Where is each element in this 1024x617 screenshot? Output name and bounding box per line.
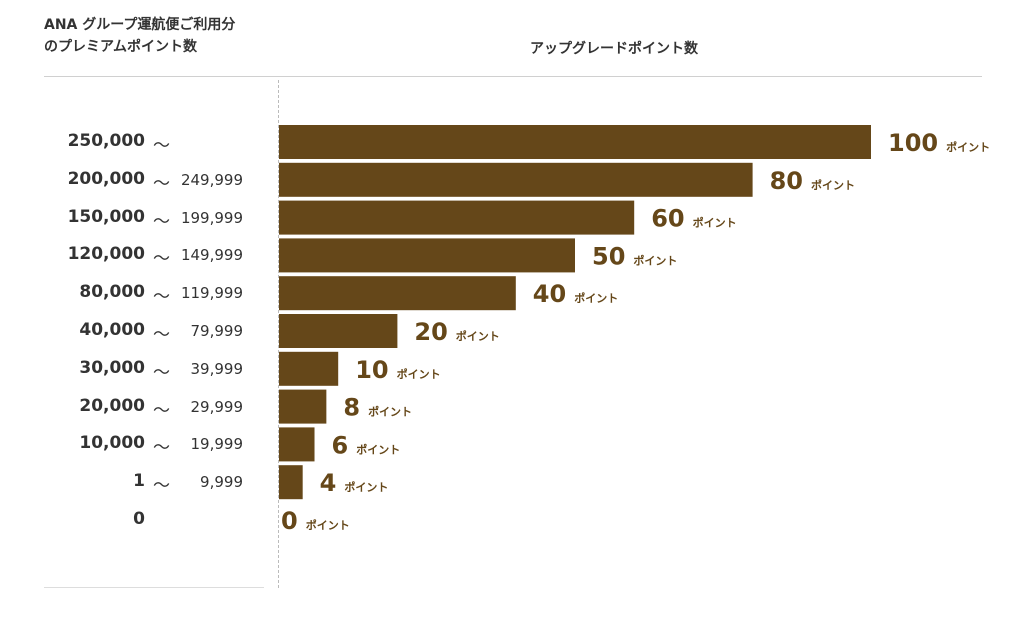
data-label-unit: ポイント xyxy=(344,480,388,494)
data-label: 8 ポイント xyxy=(343,394,412,422)
bar xyxy=(279,276,516,311)
data-label-value: 10 xyxy=(355,356,388,384)
category-label: 30,000 ～ 39,999 xyxy=(0,354,1024,384)
data-label-unit: ポイント xyxy=(693,216,737,230)
data-label-value: 40 xyxy=(533,280,566,308)
data-label-unit: ポイント xyxy=(456,329,500,343)
range-tilde: ～ xyxy=(153,249,170,270)
data-label-unit: ポイント xyxy=(811,178,855,192)
data-label: 4 ポイント xyxy=(320,469,389,497)
data-label: 6 ポイント xyxy=(332,431,401,459)
data-label-value: 4 xyxy=(320,469,337,497)
data-label-value: 8 xyxy=(343,394,360,422)
data-label-unit: ポイント xyxy=(306,518,350,532)
category-label-low: 200,000 xyxy=(67,168,145,189)
category-label: 0 xyxy=(0,505,1024,535)
range-tilde: ～ xyxy=(153,362,170,383)
category-label-high: 119,999 xyxy=(180,284,243,303)
bar xyxy=(279,162,753,197)
data-label-value: 80 xyxy=(770,167,803,195)
bar xyxy=(279,465,303,500)
category-label: 150,000 ～ 199,999 xyxy=(0,203,1024,233)
data-label: 80 ポイント xyxy=(770,167,855,195)
data-label: 40 ポイント xyxy=(533,280,618,308)
bar xyxy=(279,200,635,235)
bar xyxy=(279,238,575,273)
data-label-unit: ポイント xyxy=(633,253,677,267)
data-label-value: 50 xyxy=(592,242,625,270)
category-label-high: 39,999 xyxy=(190,359,244,378)
bar xyxy=(279,125,871,159)
bar xyxy=(279,351,339,386)
category-label-high: 29,999 xyxy=(190,397,244,416)
axis-divider xyxy=(278,80,279,588)
category-label: 80,000 ～ 119,999 xyxy=(0,278,1024,308)
data-label-unit: ポイント xyxy=(946,140,990,154)
range-tilde: ～ xyxy=(153,211,170,232)
data-label-unit: ポイント xyxy=(368,405,412,419)
category-label-high: 149,999 xyxy=(180,246,243,265)
category-label-high: 9,999 xyxy=(200,473,243,492)
bar xyxy=(279,389,327,424)
category-label: 1 ～ 9,999 xyxy=(0,467,1024,497)
range-tilde: ～ xyxy=(153,400,170,421)
category-label-low: 1 xyxy=(133,471,145,492)
category-label: 10,000 ～ 19,999 xyxy=(0,429,1024,459)
category-label-low: 40,000 xyxy=(79,320,145,340)
data-label: 50 ポイント xyxy=(592,242,677,270)
range-tilde: ～ xyxy=(153,136,170,156)
data-label-unit: ポイント xyxy=(397,367,441,381)
data-label-value: 60 xyxy=(651,205,684,233)
data-label-value: 20 xyxy=(414,318,447,346)
category-label: 120,000 ～ 149,999 xyxy=(0,240,1024,270)
range-tilde: ～ xyxy=(153,438,170,459)
category-label-low: 30,000 xyxy=(79,357,145,378)
header-rule xyxy=(44,76,982,77)
range-tilde: ～ xyxy=(153,287,170,308)
data-label-unit: ポイント xyxy=(356,442,400,456)
category-label-low: 80,000 xyxy=(79,282,145,303)
y-axis-header: ANA グループ運航便ご利用分 のプレミアムポイント数 xyxy=(44,14,235,58)
data-label: 60 ポイント xyxy=(651,205,736,233)
category-label: 250,000 ～ xyxy=(0,127,1024,157)
range-tilde: ～ xyxy=(153,173,170,194)
category-label-high: 79,999 xyxy=(190,322,244,340)
data-label-value: 0 xyxy=(281,507,298,535)
data-label: 20 ポイント xyxy=(414,318,499,346)
category-label-low: 0 xyxy=(133,509,145,529)
x-axis-header: アップグレードポイント数 xyxy=(530,41,698,57)
category-label-high: 199,999 xyxy=(180,208,243,227)
category-label-low: 10,000 xyxy=(79,433,145,454)
category-label: 20,000 ～ 29,999 xyxy=(0,392,1024,422)
y-axis-header-line2: のプレミアムポイント数 xyxy=(44,39,198,55)
category-label-low: 250,000 xyxy=(67,131,145,151)
category-label-low: 20,000 xyxy=(79,395,145,416)
data-label: 100 ポイント xyxy=(888,129,990,157)
data-label: 0 ポイント xyxy=(281,507,350,535)
category-label-low: 120,000 xyxy=(67,244,145,265)
bar xyxy=(279,427,315,462)
footer-rule xyxy=(44,587,264,588)
y-axis-header-line1: ANA グループ運航便ご利用分 xyxy=(44,17,236,33)
data-label: 10 ポイント xyxy=(355,356,440,384)
data-label-value: 100 xyxy=(888,129,938,157)
range-tilde: ～ xyxy=(153,325,170,345)
data-label-unit: ポイント xyxy=(574,291,618,305)
category-label: 40,000 ～ 79,999 xyxy=(0,316,1024,346)
category-label-low: 150,000 xyxy=(67,206,145,227)
category-label: 200,000 ～ 249,999 xyxy=(0,165,1024,195)
category-label-high: 19,999 xyxy=(190,435,244,454)
bar xyxy=(279,314,398,348)
data-label-value: 6 xyxy=(332,431,349,459)
range-tilde: ～ xyxy=(153,476,170,497)
category-label-high: 249,999 xyxy=(180,170,243,189)
